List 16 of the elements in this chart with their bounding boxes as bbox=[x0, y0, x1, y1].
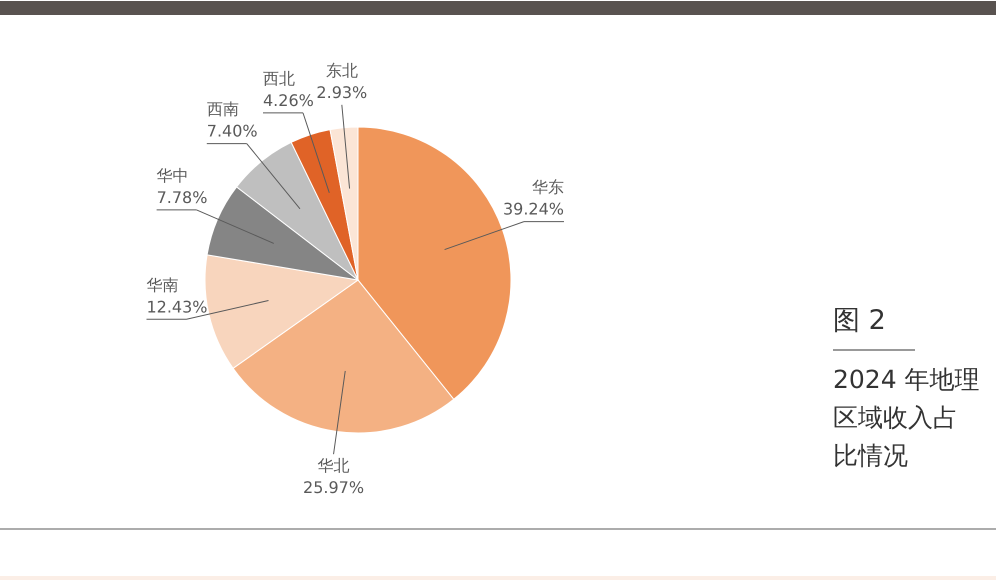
slice-label: 西北 bbox=[263, 68, 296, 88]
slice-label: 华南 bbox=[146, 275, 178, 294]
text: 2024 年地理区域收入占比情况 bbox=[833, 365, 980, 470]
data-label: 7.78% bbox=[156, 188, 208, 207]
slice-label: 华中 bbox=[156, 166, 189, 185]
data-label: 25.97% bbox=[303, 478, 364, 498]
data-label: 7.40% bbox=[206, 122, 258, 141]
data-label: 4.26% bbox=[263, 90, 314, 110]
text: 图 2 bbox=[833, 305, 886, 336]
slice-label: 东北 bbox=[326, 60, 358, 80]
slice-label: 华北 bbox=[318, 456, 350, 476]
slice-label: 华东 bbox=[532, 178, 564, 197]
slice-label: 西南 bbox=[206, 100, 239, 119]
data-label: 39.24% bbox=[502, 200, 564, 219]
data-label: 2.93% bbox=[316, 82, 368, 102]
data-label: 12.43% bbox=[146, 297, 208, 316]
